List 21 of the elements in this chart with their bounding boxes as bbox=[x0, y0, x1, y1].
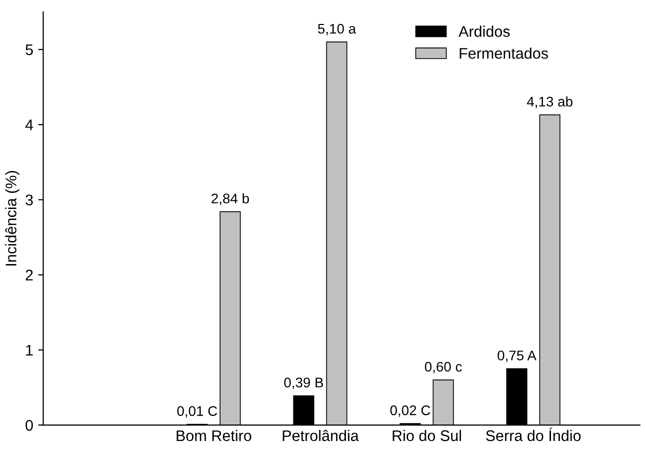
y-tick-label: 2 bbox=[26, 270, 33, 280]
data-label: 4,13 ab bbox=[526, 96, 572, 108]
x-tick-label: Serra do Índio bbox=[486, 428, 581, 442]
data-label: 0,01 C bbox=[177, 406, 218, 418]
legend-label: Fermentados bbox=[460, 48, 548, 59]
x-tick-label: Bom Retiro bbox=[176, 430, 252, 442]
y-tick-label: 1 bbox=[26, 344, 33, 356]
x-tick-label: Petrolândia bbox=[282, 430, 359, 442]
data-label: 2,84 b bbox=[212, 193, 249, 206]
y-tick-label: 4 bbox=[25, 120, 34, 130]
x-tick-label: Rio do Sul bbox=[392, 430, 461, 442]
y-tick-label: 5 bbox=[26, 44, 33, 56]
y-axis-title: Incidência (%) bbox=[5, 171, 20, 266]
data-label: 0,60 c bbox=[424, 362, 462, 374]
y-tick-label: 0 bbox=[26, 420, 33, 431]
legend-label: Ardidos bbox=[458, 26, 510, 37]
y-tick-label: 3 bbox=[26, 194, 33, 206]
data-label: 5,10 a bbox=[318, 24, 356, 36]
data-label: 0,75 A bbox=[498, 350, 536, 362]
data-label: 0,39 B bbox=[284, 378, 324, 390]
data-label: 0,02 C bbox=[390, 405, 430, 417]
